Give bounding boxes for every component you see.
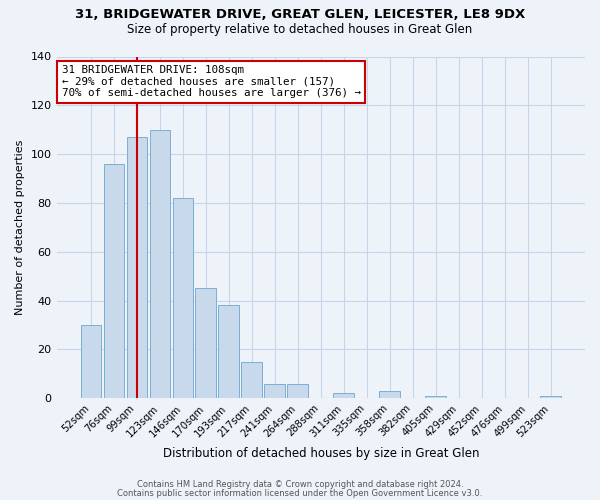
Bar [196,288,216,398]
X-axis label: Distribution of detached houses by size in Great Glen: Distribution of detached houses by size … [163,447,479,460]
Bar [218,306,239,398]
Bar [334,394,354,398]
Text: 31 BRIDGEWATER DRIVE: 108sqm
← 29% of detached houses are smaller (157)
70% of s: 31 BRIDGEWATER DRIVE: 108sqm ← 29% of de… [62,65,361,98]
Bar [149,130,170,398]
Bar [104,164,124,398]
Bar [425,396,446,398]
Text: Contains HM Land Registry data © Crown copyright and database right 2024.: Contains HM Land Registry data © Crown c… [137,480,463,489]
Bar [80,325,101,398]
Bar [127,137,147,398]
Bar [241,362,262,398]
Bar [379,391,400,398]
Bar [173,198,193,398]
Bar [287,384,308,398]
Bar [265,384,285,398]
Text: 31, BRIDGEWATER DRIVE, GREAT GLEN, LEICESTER, LE8 9DX: 31, BRIDGEWATER DRIVE, GREAT GLEN, LEICE… [75,8,525,20]
Bar [540,396,561,398]
Y-axis label: Number of detached properties: Number of detached properties [15,140,25,315]
Text: Size of property relative to detached houses in Great Glen: Size of property relative to detached ho… [127,22,473,36]
Text: Contains public sector information licensed under the Open Government Licence v3: Contains public sector information licen… [118,488,482,498]
